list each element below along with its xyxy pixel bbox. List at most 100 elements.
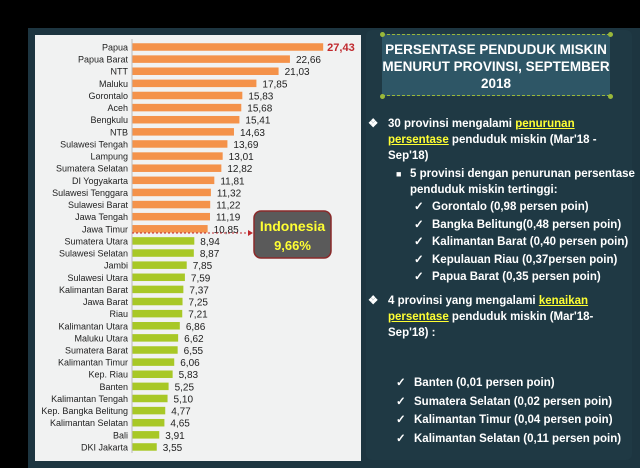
category-label: DKI Jakarta <box>81 442 128 452</box>
arrow-icon <box>248 230 253 237</box>
check-icon: ✓ <box>414 236 424 249</box>
bar <box>132 431 160 439</box>
value-label: 22,66 <box>296 55 321 66</box>
category-label: Kep. Riau <box>88 370 128 380</box>
value-label: 6,55 <box>184 346 204 357</box>
bar <box>132 285 184 294</box>
bar <box>132 382 169 391</box>
category-label: Kep. Bangka Belitung <box>41 406 128 416</box>
value-label: 4,65 <box>170 419 190 430</box>
list-item: ✓ Bangka Belitung(0,48 persen poin) <box>414 217 628 235</box>
decrease-list: ✓ Gorontalo (0,98 persen poin) ✓ Bangka Bel… <box>414 199 628 287</box>
bar <box>132 115 240 124</box>
value-label: 15,68 <box>247 104 272 115</box>
bar <box>132 200 211 209</box>
value-label: 7,21 <box>188 310 208 321</box>
list-item: ✓ Sumatera Selatan (0,02 persen poin) <box>396 393 621 412</box>
category-label: Kalimantan Selatan <box>50 418 128 428</box>
value-label: 11,32 <box>217 188 242 199</box>
bar-chart: Papua 27,43 Papua Barat 22,66 NTT 21,03 Maluku… <box>41 39 355 454</box>
check-icon: ✓ <box>414 253 424 266</box>
check-icon: ✓ <box>396 377 406 389</box>
list-item: ✓ Kalimantan Selatan (0,11 persen poin) <box>396 430 621 449</box>
value-label: 13,01 <box>229 152 254 163</box>
bar <box>132 249 194 257</box>
category-label: Bali <box>113 430 128 440</box>
value-label: 11,22 <box>216 201 241 212</box>
sub-bullet-top5: 5 provinsi dengan penurunan persentase pe… <box>410 168 635 196</box>
category-label: Sulawesi Tengah <box>60 139 128 149</box>
bar <box>132 55 290 63</box>
category-label: NTT <box>111 67 129 77</box>
bar <box>132 67 279 75</box>
bar <box>132 358 175 366</box>
bar <box>132 188 211 197</box>
bar <box>132 370 173 378</box>
value-label: 3,55 <box>163 443 183 454</box>
category-label: Gorontalo <box>88 91 128 101</box>
category-label: Kalimantan Barat <box>59 285 129 295</box>
bar <box>132 261 187 269</box>
check-icon: ✓ <box>396 414 406 426</box>
value-label: 5,10 <box>174 394 194 405</box>
category-label: Papua <box>102 43 128 53</box>
value-label: 5,25 <box>175 382 195 393</box>
list-item-text: Papua Barat (0,35 persen poin) <box>432 271 601 284</box>
bar <box>132 334 179 342</box>
category-label: Sulawesi Utara <box>67 273 128 283</box>
value-label: 27,43 <box>327 42 355 54</box>
category-label: Sulawesi Selatan <box>59 249 128 259</box>
square-bullet-icon: ■ <box>396 169 402 179</box>
check-icon: ✓ <box>414 271 424 284</box>
bar <box>132 164 222 172</box>
value-label: 8,94 <box>200 237 220 248</box>
value-label: 6,06 <box>180 358 200 369</box>
bar <box>132 322 180 330</box>
bar <box>132 152 223 160</box>
category-label: Sumatera Selatan <box>56 164 128 174</box>
list-item: ✓ Kepulauan Riau (0,37persen poin) <box>414 252 628 270</box>
category-label: DI Yogyakarta <box>72 176 128 186</box>
bullet-increase: 4 provinsi yang mengalami kenaikan perse… <box>388 295 594 339</box>
value-label: 7,37 <box>189 285 209 296</box>
list-item-text: Kalimantan Barat (0,40 persen poin) <box>432 236 629 249</box>
category-label: Sumatera Utara <box>64 236 128 246</box>
slide-title: PERSENTASE PENDUDUK MISKIN MENURUT PROVI… <box>382 42 610 91</box>
bar <box>132 443 157 451</box>
title-box: PERSENTASE PENDUDUK MISKIN MENURUT PROVI… <box>382 34 610 96</box>
bar <box>132 176 215 185</box>
list-item-text: Kepulauan Riau (0,37persen poin) <box>432 253 618 266</box>
bar <box>132 346 178 354</box>
category-label: Jambi <box>104 261 128 271</box>
value-label: 21,03 <box>285 67 310 78</box>
category-label: Riau <box>109 309 128 319</box>
category-label: Banten <box>99 382 128 392</box>
value-label: 8,87 <box>200 249 220 260</box>
list-item-text: Banten (0,01 persen poin) <box>414 377 555 389</box>
chart-panel: Papua 27,43 Papua Barat 22,66 NTT 21,03 Maluku… <box>35 35 361 461</box>
list-item: ✓ Kalimantan Barat (0,40 persen poin) <box>414 234 628 252</box>
value-label: 12,82 <box>227 164 252 175</box>
indonesia-box <box>253 210 332 259</box>
value-label: 5,83 <box>179 370 199 381</box>
check-icon: ✓ <box>396 395 406 408</box>
corner-dot <box>608 32 613 37</box>
value-label: 10,85 <box>214 225 239 236</box>
category-label: Kalimantan Timur <box>58 358 128 368</box>
category-label: Aceh <box>107 103 128 113</box>
bar <box>132 418 165 427</box>
bar <box>132 309 183 318</box>
value-label: 14,63 <box>240 128 265 139</box>
value-label: 6,62 <box>184 334 204 345</box>
indonesia-value: 9,66% <box>274 238 311 253</box>
value-label: 6,86 <box>186 322 206 333</box>
list-item: ✓ Papua Barat (0,35 persen poin) <box>414 269 628 287</box>
category-label: Maluku <box>99 79 128 89</box>
bar <box>132 79 257 88</box>
bar <box>132 394 168 403</box>
bar <box>132 212 210 221</box>
list-item: ✓ Gorontalo (0,98 persen poin) <box>414 199 628 217</box>
bar <box>132 128 234 136</box>
check-icon: ✓ <box>414 218 424 231</box>
check-icon: ✓ <box>414 201 424 213</box>
